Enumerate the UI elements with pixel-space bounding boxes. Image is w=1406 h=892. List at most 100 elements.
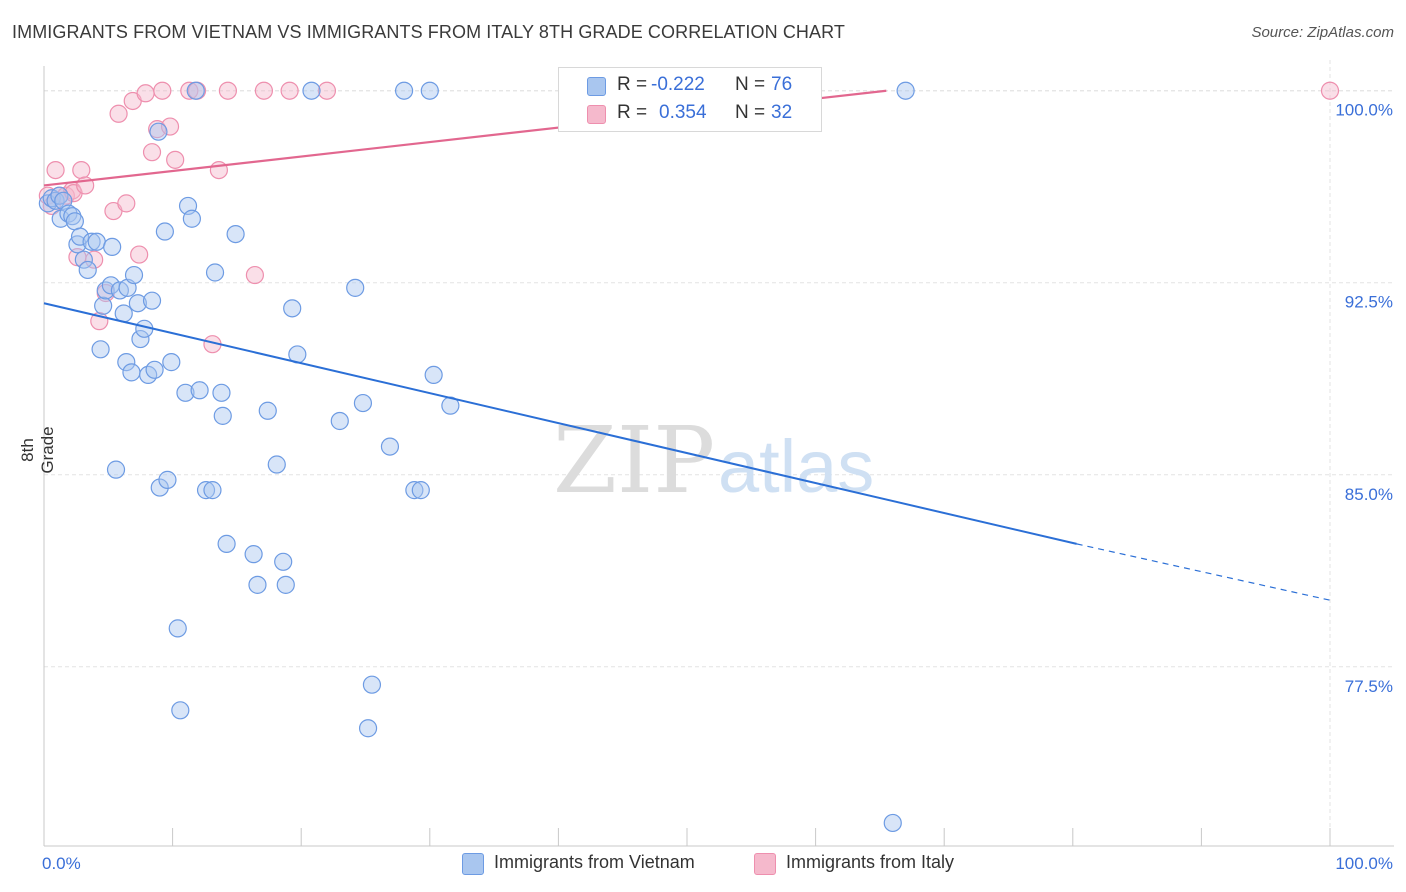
data-point-vietnam bbox=[358, 719, 378, 738]
data-point-vietnam bbox=[131, 329, 150, 349]
data-point-vietnam bbox=[353, 393, 373, 413]
data-point-vietnam bbox=[362, 675, 382, 694]
data-point-vietnam bbox=[217, 534, 236, 553]
legend-label-italy: Immigrants from Italy bbox=[786, 852, 955, 872]
data-point-vietnam bbox=[258, 401, 277, 420]
data-point-vietnam bbox=[117, 353, 136, 372]
data-point-vietnam bbox=[91, 340, 110, 359]
series-vietnam-points bbox=[38, 81, 915, 833]
data-point-vietnam bbox=[158, 470, 177, 489]
data-point-vietnam bbox=[168, 619, 187, 638]
y-axis-label: 8th Grade bbox=[18, 426, 57, 474]
data-point-vietnam bbox=[203, 481, 222, 500]
n-label: N = bbox=[735, 102, 766, 123]
data-point-vietnam bbox=[394, 81, 414, 100]
data-point-italy bbox=[130, 245, 149, 264]
italy-swatch bbox=[587, 105, 606, 124]
y-tick-label: 77.5% bbox=[1345, 677, 1393, 696]
data-point-vietnam bbox=[302, 81, 321, 100]
x-tick-label: 100.0% bbox=[1335, 854, 1393, 873]
data-point-italy bbox=[142, 143, 162, 162]
data-point-vietnam bbox=[267, 455, 286, 474]
y-tick-label: 92.5% bbox=[1345, 293, 1393, 312]
trend-line-vietnam bbox=[43, 302, 1077, 545]
data-point-vietnam bbox=[405, 481, 424, 500]
data-point-italy bbox=[254, 81, 274, 100]
data-point-vietnam bbox=[149, 122, 168, 141]
stats-row-vietnam: R = -0.222 N = 76 bbox=[559, 72, 821, 100]
data-point-vietnam bbox=[96, 281, 115, 300]
data-point-vietnam bbox=[883, 813, 902, 833]
watermark: ZIP atlas bbox=[553, 407, 874, 514]
x-tick-label: 0.0% bbox=[42, 854, 81, 873]
tick-labels: 100.0% 92.5% 85.0% 77.5% 0.0% 100.0% bbox=[42, 101, 1393, 873]
data-point-vietnam bbox=[103, 237, 122, 256]
r-label: R = bbox=[617, 102, 648, 123]
data-point-vietnam bbox=[896, 81, 915, 100]
data-point-vietnam bbox=[380, 437, 400, 456]
data-point-vietnam bbox=[176, 383, 195, 402]
stats-row-italy: R = 0.354 N = 32 bbox=[559, 100, 821, 128]
data-point-italy bbox=[280, 81, 299, 100]
legend-label-vietnam: Immigrants from Vietnam bbox=[494, 852, 695, 872]
data-point-vietnam bbox=[150, 478, 169, 497]
data-point-italy bbox=[153, 81, 172, 100]
data-point-vietnam bbox=[171, 701, 190, 720]
data-point-italy bbox=[160, 117, 180, 136]
data-point-vietnam bbox=[70, 227, 90, 246]
data-point-vietnam bbox=[283, 299, 302, 318]
data-point-vietnam bbox=[87, 232, 106, 251]
data-point-vietnam bbox=[420, 81, 439, 100]
data-point-vietnam bbox=[244, 545, 263, 564]
data-point-vietnam bbox=[212, 383, 231, 402]
data-point-vietnam bbox=[63, 207, 82, 226]
data-point-italy bbox=[72, 160, 91, 180]
data-point-vietnam bbox=[186, 81, 205, 100]
r-value: 0.354 bbox=[659, 102, 707, 123]
data-point-vietnam bbox=[248, 575, 267, 594]
data-point-vietnam bbox=[274, 552, 293, 571]
data-point-italy bbox=[1320, 81, 1340, 100]
data-point-italy bbox=[245, 265, 265, 285]
data-point-vietnam bbox=[124, 265, 144, 285]
vietnam-swatch bbox=[587, 77, 606, 96]
data-point-vietnam bbox=[213, 406, 232, 425]
data-point-vietnam bbox=[142, 291, 162, 310]
n-label: N = bbox=[735, 74, 766, 95]
y-tick-label: 100.0% bbox=[1335, 101, 1393, 120]
series-legend: Immigrants from Vietnam Immigrants from … bbox=[0, 852, 1406, 878]
n-value: 32 bbox=[771, 102, 793, 123]
data-point-vietnam bbox=[346, 278, 365, 297]
data-point-vietnam bbox=[276, 575, 295, 594]
data-point-italy bbox=[317, 81, 337, 100]
data-point-vietnam bbox=[78, 260, 97, 280]
data-point-vietnam bbox=[162, 353, 181, 372]
italy-swatch bbox=[754, 853, 776, 875]
data-point-italy bbox=[117, 194, 136, 213]
data-point-italy bbox=[180, 81, 199, 100]
data-point-vietnam bbox=[128, 294, 147, 313]
n-value: 76 bbox=[771, 74, 793, 95]
data-point-vietnam bbox=[424, 365, 443, 385]
data-point-vietnam bbox=[196, 481, 216, 500]
data-point-vietnam bbox=[330, 411, 349, 431]
y-tick-label: 85.0% bbox=[1345, 485, 1393, 504]
data-point-italy bbox=[166, 150, 185, 169]
data-point-vietnam bbox=[74, 250, 93, 269]
trend-line-vietnam-extrapolated bbox=[1076, 543, 1331, 601]
data-point-vietnam bbox=[226, 224, 245, 244]
stats-legend: R = -0.222 N = 76 R = 0.354 N = 32 bbox=[558, 67, 822, 132]
data-point-vietnam bbox=[190, 381, 209, 400]
data-point-vietnam bbox=[65, 212, 84, 231]
data-point-vietnam bbox=[122, 363, 141, 382]
data-point-vietnam bbox=[155, 222, 174, 241]
data-point-vietnam bbox=[411, 481, 430, 500]
source-credit: Source: ZipAtlas.com bbox=[1251, 24, 1394, 41]
watermark-zip: ZIP bbox=[553, 407, 715, 514]
r-label: R = bbox=[617, 74, 648, 95]
data-point-italy bbox=[218, 81, 237, 100]
r-value: -0.222 bbox=[651, 74, 705, 95]
data-point-vietnam bbox=[94, 296, 113, 315]
data-point-vietnam bbox=[205, 263, 225, 282]
